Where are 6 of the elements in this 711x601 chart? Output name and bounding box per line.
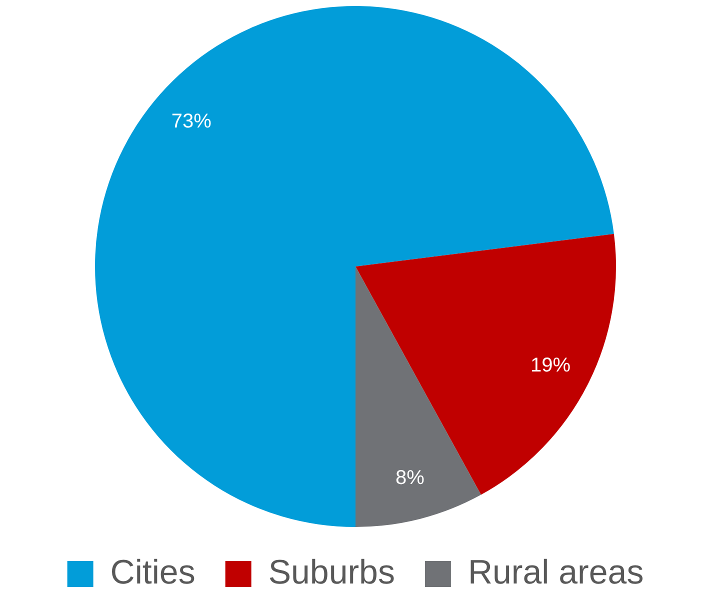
legend-label: Rural areas (468, 553, 644, 592)
legend-label: Suburbs (268, 553, 395, 592)
data-label: 73% (171, 110, 212, 132)
data-label: 19% (530, 354, 571, 376)
legend-label: Cities (110, 553, 196, 592)
data-label: 8% (395, 466, 425, 489)
